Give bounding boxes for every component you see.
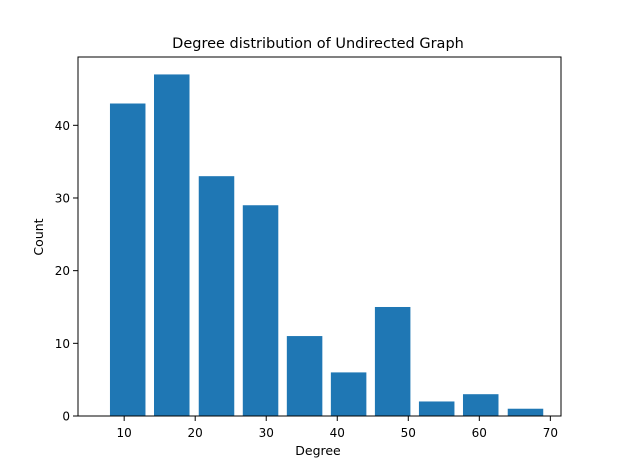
chart-title: Degree distribution of Undirected Graph: [172, 36, 464, 52]
bar: [109, 103, 146, 416]
bar: [198, 176, 235, 416]
ticks-group: 10 20 30 40 50 60 70 0 10 20 30 40: [55, 119, 558, 440]
bar: [507, 408, 544, 416]
x-tick-label: 60: [472, 426, 487, 440]
x-tick-label: 20: [188, 426, 203, 440]
x-tick-label: 40: [330, 426, 345, 440]
plot-frame: [77, 56, 562, 417]
x-tick-label: 30: [259, 426, 274, 440]
x-tick-label: 50: [401, 426, 416, 440]
y-tick-label: 10: [55, 337, 70, 351]
x-tick-label: 70: [543, 426, 558, 440]
bars-group: [109, 74, 544, 416]
bar: [418, 401, 455, 416]
y-tick-label: 0: [62, 410, 70, 424]
x-tick-label: 10: [117, 426, 132, 440]
x-axis-label: Degree: [295, 443, 341, 458]
y-axis-label: Count: [31, 218, 46, 255]
bar: [330, 372, 367, 416]
y-tick-label: 20: [55, 264, 70, 278]
bar: [286, 336, 323, 416]
bar: [242, 205, 279, 416]
bar: [462, 394, 499, 416]
bar: [374, 306, 411, 416]
y-tick-label: 40: [55, 119, 70, 133]
y-tick-label: 30: [55, 191, 70, 205]
bar: [154, 74, 190, 416]
